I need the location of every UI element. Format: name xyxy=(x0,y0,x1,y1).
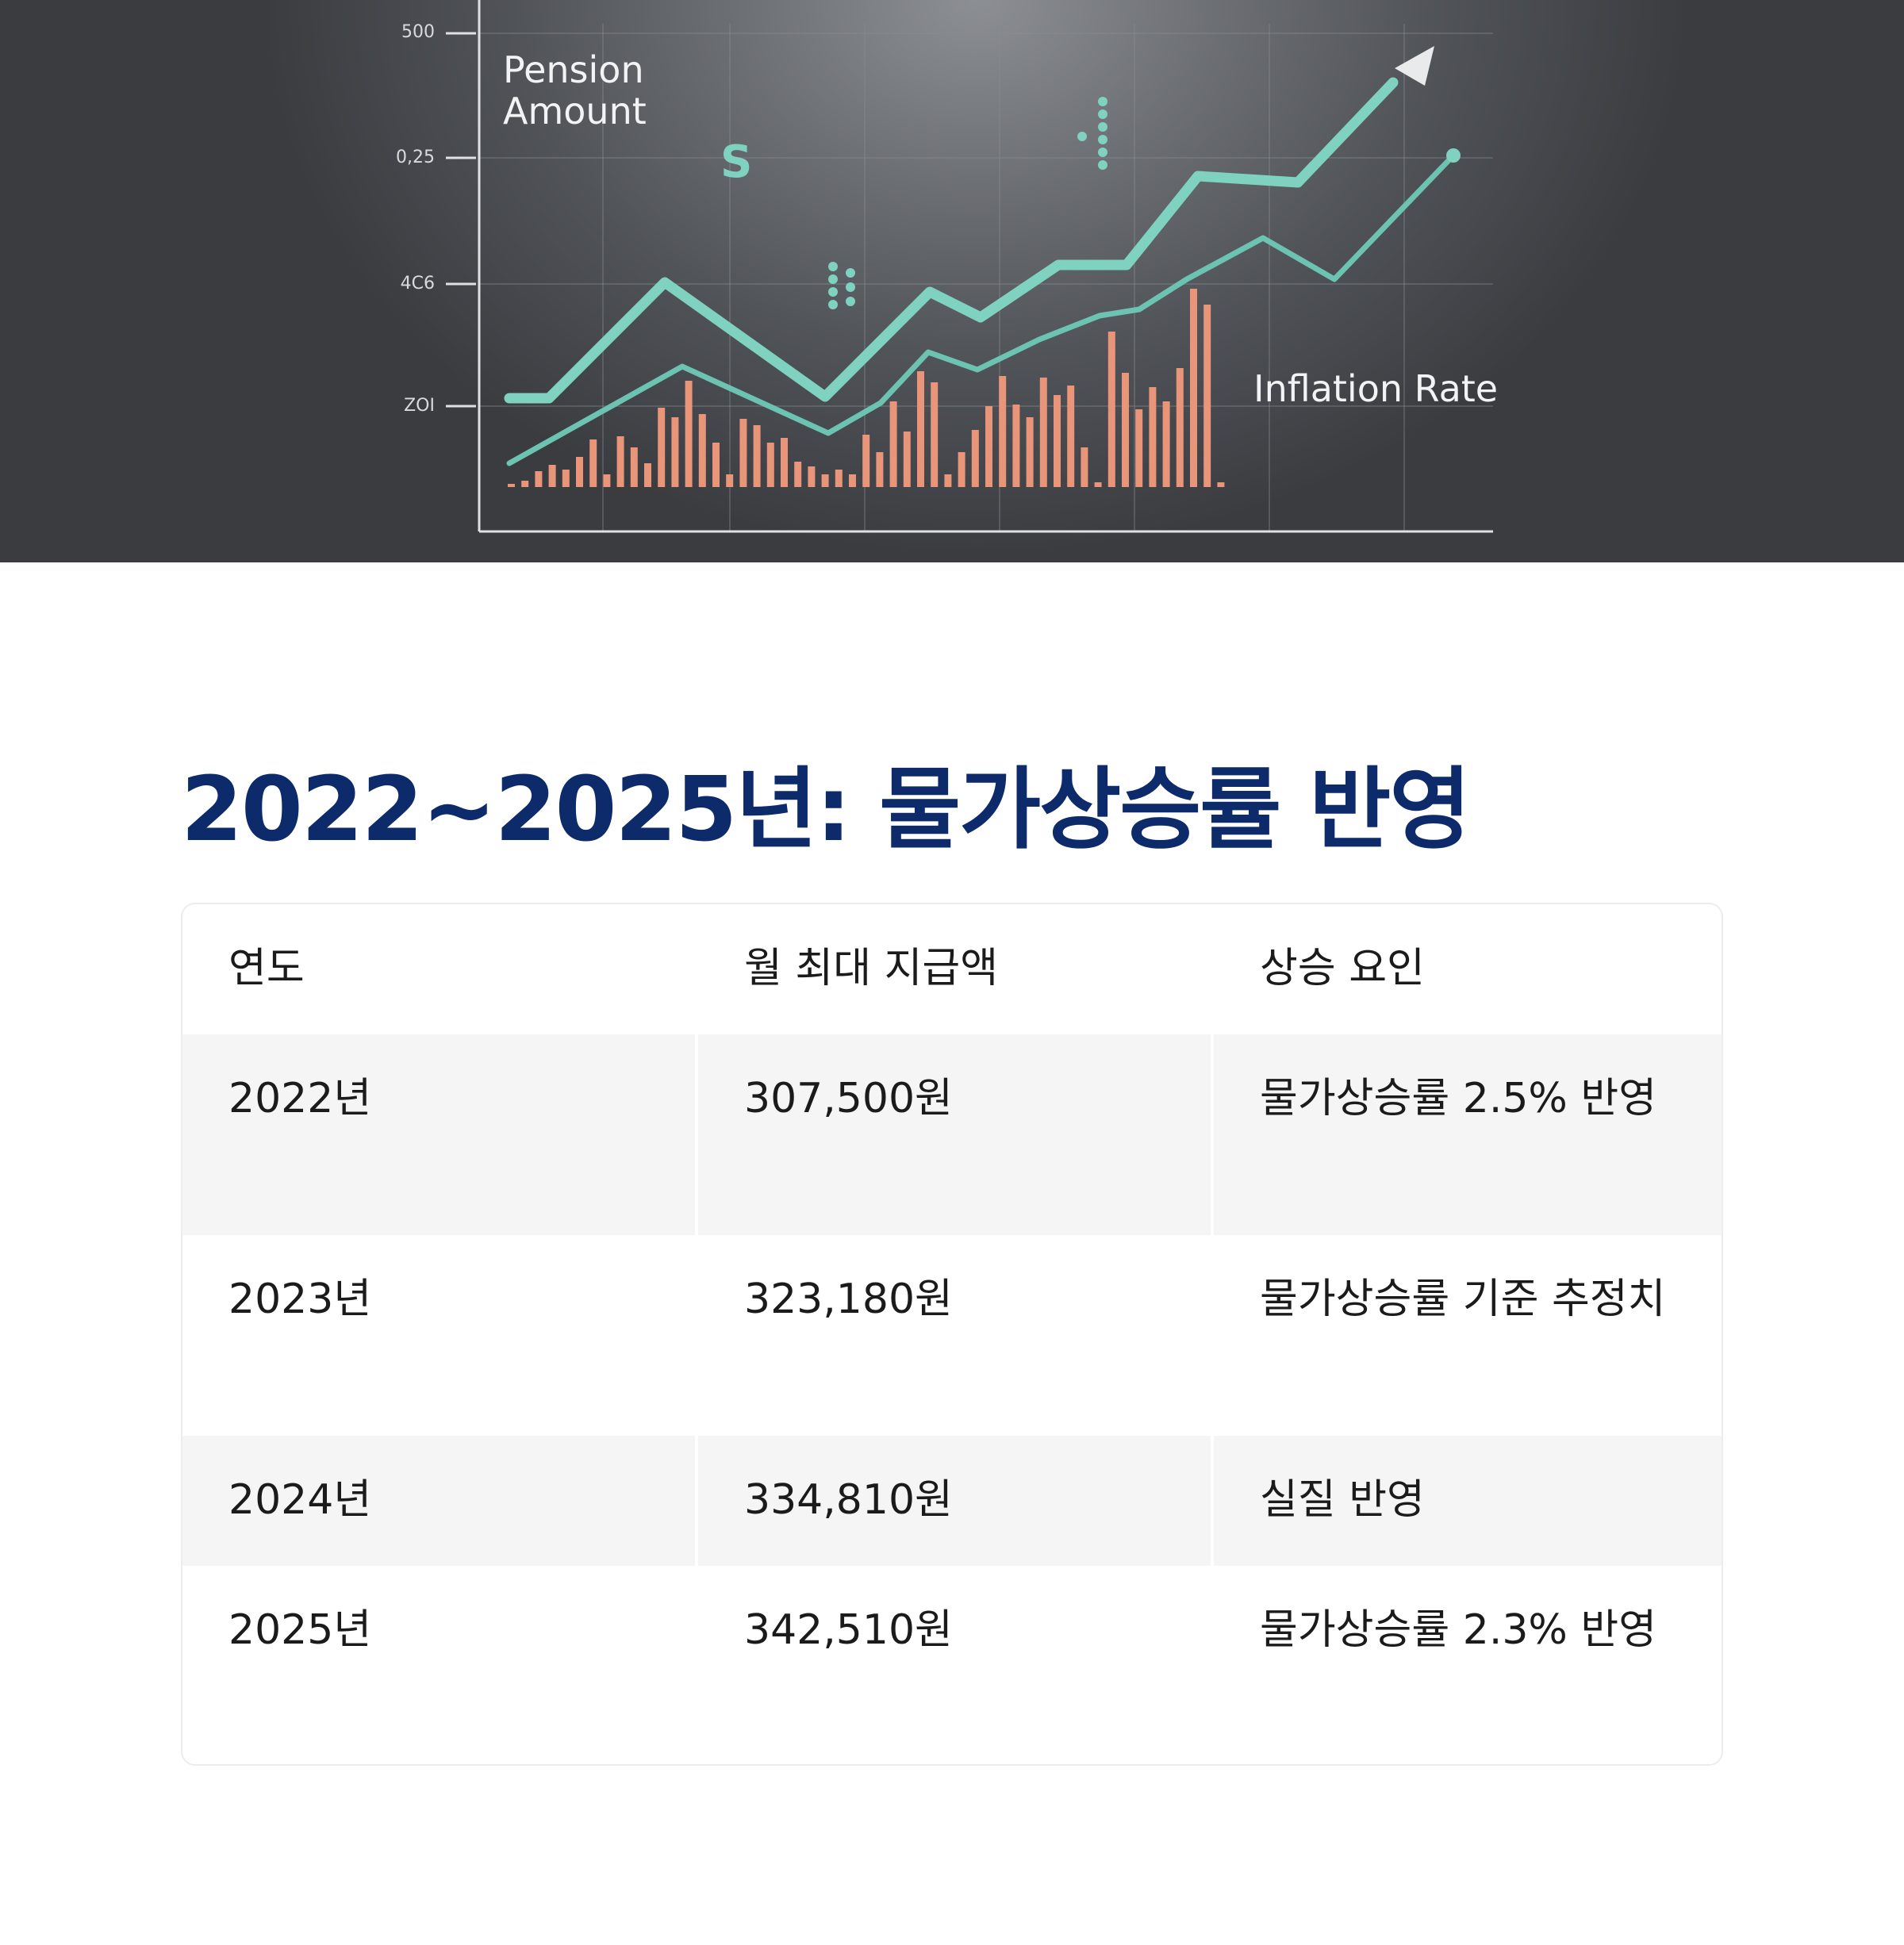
decorative-bar xyxy=(1176,368,1184,487)
inflation-end-point xyxy=(1446,148,1461,163)
cell-year: 2022년 xyxy=(182,1034,695,1235)
decorative-bar xyxy=(999,376,1007,487)
currency-icon: S xyxy=(720,136,753,188)
cell-increase-factor: 물가상승률 2.3% 반영 xyxy=(1260,1606,1657,1654)
cell-max-payment: 342,510원 xyxy=(744,1606,953,1654)
chart-bars xyxy=(508,289,1225,487)
decorative-bar xyxy=(671,417,679,487)
cell-increase-factor: 물가상승률 기준 추정치 xyxy=(1260,1276,1666,1323)
decorative-bar xyxy=(1107,332,1115,487)
chart-axes xyxy=(446,0,1493,533)
cell-year: 2024년 xyxy=(182,1436,695,1566)
decorative-bar xyxy=(835,470,843,487)
decorative-bar xyxy=(1012,405,1020,487)
legend-pension-amount: Pension Amount xyxy=(503,48,647,132)
y-tick-label: 500 xyxy=(401,22,435,42)
table-row: 2022년 307,500원 물가상승률 2.5% 반영 xyxy=(182,1034,1722,1235)
decorative-bar xyxy=(917,371,924,487)
decorative-bar xyxy=(1081,447,1088,487)
column-header-year: 연도 xyxy=(228,945,305,992)
decorative-bar xyxy=(535,471,543,487)
chart-graphic xyxy=(446,0,1493,533)
decorative-bar xyxy=(1190,289,1197,487)
pension-amount-line xyxy=(504,77,1399,404)
column-header-increase-factor: 상승 요인 xyxy=(1260,945,1425,992)
decorative-bar xyxy=(698,414,706,487)
cell-year: 2025년 xyxy=(228,1606,372,1654)
column-header-max-payment: 월 최대 지급액 xyxy=(744,945,999,992)
decorative-bar xyxy=(1149,387,1157,487)
decorative-bar xyxy=(808,466,816,487)
decorative-bar xyxy=(876,452,884,487)
table-row: 2024년 334,810원 실질 반영 xyxy=(182,1436,1722,1566)
decorative-bar xyxy=(1054,395,1061,487)
decorative-bar xyxy=(931,382,939,487)
decorative-bar xyxy=(781,438,788,487)
cell-max-payment: 334,810원 xyxy=(698,1436,1211,1566)
decorative-bar xyxy=(1039,378,1047,487)
decorative-bar xyxy=(821,474,829,487)
hero-chart-image: 500 0,25 4C6 ZOI Pension Amount Inflatio… xyxy=(0,0,1904,562)
decorative-bar xyxy=(644,463,651,487)
decorative-bar xyxy=(862,435,870,487)
decorative-bar xyxy=(548,465,556,487)
legend-inflation-rate: Inflation Rate xyxy=(1253,367,1499,410)
decorative-bar xyxy=(971,430,979,487)
trend-arrow-head xyxy=(1395,46,1434,86)
table-header-row: 연도 월 최대 지급액 상승 요인 xyxy=(182,904,1722,1034)
decorative-bar xyxy=(753,425,761,487)
section-title: 2022~2025년: 물가상승률 반영 xyxy=(181,758,1471,861)
decorative-bar xyxy=(616,436,624,487)
decorative-bar xyxy=(1203,305,1211,487)
inflation-rate-line xyxy=(506,152,1457,466)
decorative-bar xyxy=(849,474,856,487)
decorative-bar xyxy=(685,381,693,487)
decorative-bar xyxy=(630,447,638,487)
decorative-bar xyxy=(794,462,802,487)
cell-max-payment: 307,500원 xyxy=(698,1034,1211,1235)
decorative-bar xyxy=(985,406,992,487)
decorative-bar xyxy=(766,443,774,487)
decorative-bar xyxy=(1217,482,1225,487)
decorative-bar xyxy=(562,470,570,487)
chart-grid xyxy=(479,24,1493,531)
decorative-bar xyxy=(1094,482,1102,487)
decorative-bar xyxy=(1067,386,1075,487)
decorative-bar xyxy=(589,439,597,487)
decorative-bar xyxy=(958,452,965,487)
table-row: 2023년 323,180원 물가상승률 기준 추정치 xyxy=(182,1235,1722,1436)
decorative-bar xyxy=(1122,373,1129,487)
decorative-bar xyxy=(903,432,911,487)
decorative-bar xyxy=(521,481,529,487)
dot-decoration xyxy=(828,97,1107,309)
decorative-bar xyxy=(944,474,952,487)
cell-max-payment: 323,180원 xyxy=(744,1276,953,1323)
decorative-bar xyxy=(658,408,666,487)
decorative-bar xyxy=(726,474,734,487)
y-tick-label: 4C6 xyxy=(400,274,435,293)
cell-increase-factor: 물가상승률 2.5% 반영 xyxy=(1214,1034,1722,1235)
table-row: 2025년 342,510원 물가상승률 2.3% 반영 xyxy=(182,1566,1722,1764)
cell-increase-factor: 실질 반영 xyxy=(1214,1436,1722,1566)
pension-table: 연도 월 최대 지급액 상승 요인 2022년 307,500원 물가상승률 2… xyxy=(181,903,1723,1766)
decorative-bar xyxy=(1162,401,1170,487)
decorative-bar xyxy=(1135,409,1143,487)
decorative-bar xyxy=(508,484,515,487)
decorative-bar xyxy=(889,401,897,487)
y-tick-label: ZOI xyxy=(404,396,435,416)
cell-year: 2023년 xyxy=(228,1276,372,1323)
decorative-bar xyxy=(712,443,720,487)
decorative-bar xyxy=(1026,417,1034,487)
y-tick-label: 0,25 xyxy=(396,148,435,167)
decorative-bar xyxy=(576,457,583,487)
decorative-bar xyxy=(739,419,747,487)
decorative-bar xyxy=(603,474,611,487)
